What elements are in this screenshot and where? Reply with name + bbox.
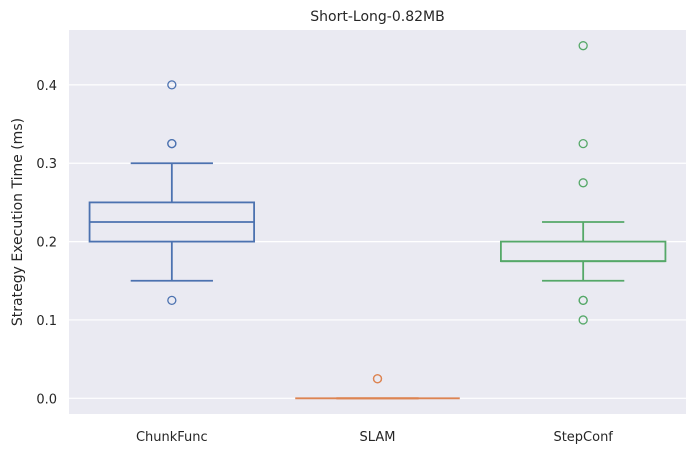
x-tick-label: SLAM bbox=[360, 430, 396, 445]
x-tick-label: ChunkFunc bbox=[136, 430, 208, 445]
outlier-point bbox=[372, 374, 383, 384]
chart-title: Short-Long-0.82MB bbox=[310, 9, 444, 25]
boxes bbox=[88, 41, 667, 400]
y-axis-label: Strategy Execution Time (ms) bbox=[10, 118, 26, 326]
outlier-point bbox=[578, 295, 588, 306]
outlier-point bbox=[578, 178, 588, 188]
outlier-point bbox=[167, 295, 177, 306]
outlier-point bbox=[578, 315, 588, 325]
x-tick-label: StepConf bbox=[553, 430, 613, 445]
y-tick-label: 0.3 bbox=[36, 157, 57, 172]
box-chunkfunc bbox=[88, 80, 256, 306]
y-tick-label: 0.0 bbox=[36, 392, 57, 407]
x-axis-ticks: ChunkFunc SLAM StepConf bbox=[136, 430, 613, 445]
box-stepconf bbox=[499, 41, 667, 325]
outlier-point bbox=[167, 138, 177, 149]
y-tick-label: 0.1 bbox=[36, 314, 57, 329]
y-tick-label: 0.4 bbox=[36, 79, 57, 94]
outlier-point bbox=[167, 80, 177, 90]
y-tick-label: 0.2 bbox=[36, 236, 57, 251]
outlier-point bbox=[578, 41, 588, 51]
outlier-point bbox=[578, 138, 588, 149]
y-axis-ticks: 0.0 0.1 0.2 0.3 0.4 bbox=[36, 79, 57, 407]
box-slam bbox=[295, 374, 460, 400]
